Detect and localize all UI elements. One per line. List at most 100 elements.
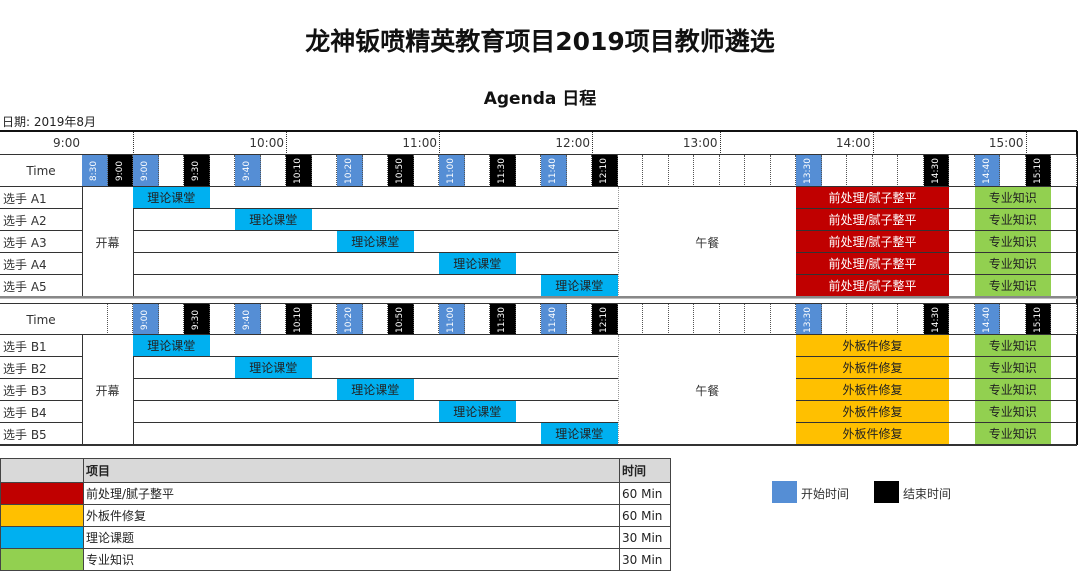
- marker-time: 12:10: [599, 306, 610, 333]
- schedule-event-bar: 理论课堂: [541, 275, 618, 296]
- end-time-marker: 15:10: [1025, 155, 1051, 187]
- participant-label: 选手 A5: [3, 279, 47, 294]
- time-slot: [617, 304, 643, 335]
- row-line: [796, 422, 1077, 423]
- time-slot: [643, 155, 669, 187]
- time-slot: [1051, 155, 1077, 187]
- marker-time: 10:20: [344, 306, 355, 333]
- row-line: [796, 208, 1077, 209]
- participant-label: 选手 A3: [3, 235, 47, 250]
- time-slot: [617, 155, 643, 187]
- marker-time: 9:40: [242, 160, 253, 182]
- schedule-event-bar: 理论课堂: [133, 335, 210, 356]
- row-line: [796, 274, 1077, 275]
- row-line: [133, 422, 618, 423]
- end-marker-swatch: [874, 481, 899, 503]
- time-slot: [872, 155, 898, 187]
- end-time-marker: 12:10: [592, 155, 618, 187]
- marker-time: 10:10: [293, 158, 304, 184]
- legend-item: 专业知识: [83, 548, 620, 571]
- schedule-event-bar: 理论课堂: [439, 253, 516, 274]
- end-time-marker: 11:30: [490, 304, 516, 335]
- section-top-border: [0, 303, 1077, 304]
- row-line: [133, 356, 618, 357]
- start-time-marker: 10:20: [337, 155, 363, 187]
- time-slot: [643, 304, 669, 335]
- hour-label: 9:00: [53, 136, 80, 150]
- legend-time: 30 Min: [619, 526, 671, 549]
- time-slot: [209, 155, 235, 187]
- schedule-event-bar: 理论课堂: [235, 357, 312, 378]
- time-slot: [949, 155, 975, 187]
- schedule-event-bar: 专业知识: [974, 231, 1051, 252]
- marker-time: 14:30: [930, 158, 941, 184]
- section-bottom-border: [0, 444, 1077, 446]
- time-slot: [464, 304, 490, 335]
- label-divider: [82, 335, 83, 445]
- marker-time: 11:30: [497, 158, 508, 184]
- row-line: [0, 400, 82, 401]
- opening-divider: [133, 335, 134, 445]
- hour-divider: [286, 132, 287, 155]
- marker-time: 10:20: [344, 158, 355, 184]
- marker-time: 11:40: [548, 306, 559, 333]
- time-slot: [770, 155, 796, 187]
- schedule-event-bar: 专业知识: [974, 253, 1051, 274]
- time-row-border: [0, 334, 1077, 335]
- schedule-event-bar: 专业知识: [974, 209, 1051, 230]
- legend-item: 理论课题: [83, 526, 620, 549]
- schedule-event-bar: 前处理/腻子整平: [796, 275, 949, 296]
- time-slot: [158, 155, 184, 187]
- time-slot: [872, 304, 898, 335]
- marker-time: 10:50: [395, 158, 406, 184]
- end-time-marker: 9:30: [184, 155, 210, 187]
- section-bottom-border: [0, 296, 1077, 298]
- start-time-marker: 14:40: [974, 304, 1000, 335]
- marker-time: 14:40: [981, 306, 992, 333]
- marker-time: 13:30: [803, 158, 814, 184]
- marker-time: 9:00: [114, 160, 125, 182]
- hour-label: 14:00: [835, 136, 871, 150]
- participant-label: 选手 B4: [3, 405, 47, 420]
- hour-divider: [592, 132, 593, 155]
- start-time-marker: 11:40: [541, 155, 567, 187]
- start-time-marker: 8:30: [82, 155, 108, 187]
- end-time-marker: 15:10: [1025, 304, 1051, 335]
- lunch-cell: 午餐: [617, 335, 797, 445]
- time-slot: [158, 304, 184, 335]
- opening-cell: 开幕: [95, 235, 120, 250]
- legend-header-color: [0, 458, 84, 483]
- legend-item: 外板件修复: [83, 504, 620, 527]
- time-slot: [949, 304, 975, 335]
- page-title: 龙神钣喷精英教育项目2019项目教师遴选: [305, 27, 775, 56]
- row-line: [133, 208, 618, 209]
- legend-row: 专业知识 30 Min: [0, 548, 671, 571]
- table-right-border: [1075, 131, 1078, 445]
- end-marker-label: 结束时间: [903, 487, 952, 501]
- time-slot: [847, 304, 873, 335]
- schedule-event-bar: 理论课堂: [337, 231, 414, 252]
- marker-time: 8:30: [89, 160, 100, 182]
- marker-time: 9:40: [242, 309, 253, 330]
- marker-time: 14:40: [981, 158, 992, 184]
- marker-time: 11:30: [497, 306, 508, 333]
- end-time-marker: 9:30: [184, 304, 210, 335]
- time-slot: [362, 155, 388, 187]
- start-time-marker: 13:30: [796, 304, 822, 335]
- end-time-marker: 14:30: [923, 304, 949, 335]
- hour-divider: [872, 132, 874, 155]
- schedule-event-bar: 前处理/腻子整平: [796, 187, 949, 208]
- schedule-event-bar: 理论课堂: [337, 379, 414, 400]
- time-slot: [745, 155, 771, 187]
- hour-label: 10:00: [249, 136, 284, 150]
- time-slot: [413, 155, 439, 187]
- start-marker-swatch: [772, 481, 797, 503]
- row-line: [0, 208, 82, 209]
- label-divider: [82, 187, 83, 297]
- end-time-marker: 9:00: [107, 155, 133, 187]
- schedule-event-bar: 理论课堂: [133, 187, 210, 208]
- marker-time: 10:50: [395, 306, 406, 333]
- hour-row-border: [0, 154, 1077, 155]
- legend-header-row: 项目 时间: [0, 458, 671, 483]
- schedule-event-bar: 理论课堂: [439, 401, 516, 422]
